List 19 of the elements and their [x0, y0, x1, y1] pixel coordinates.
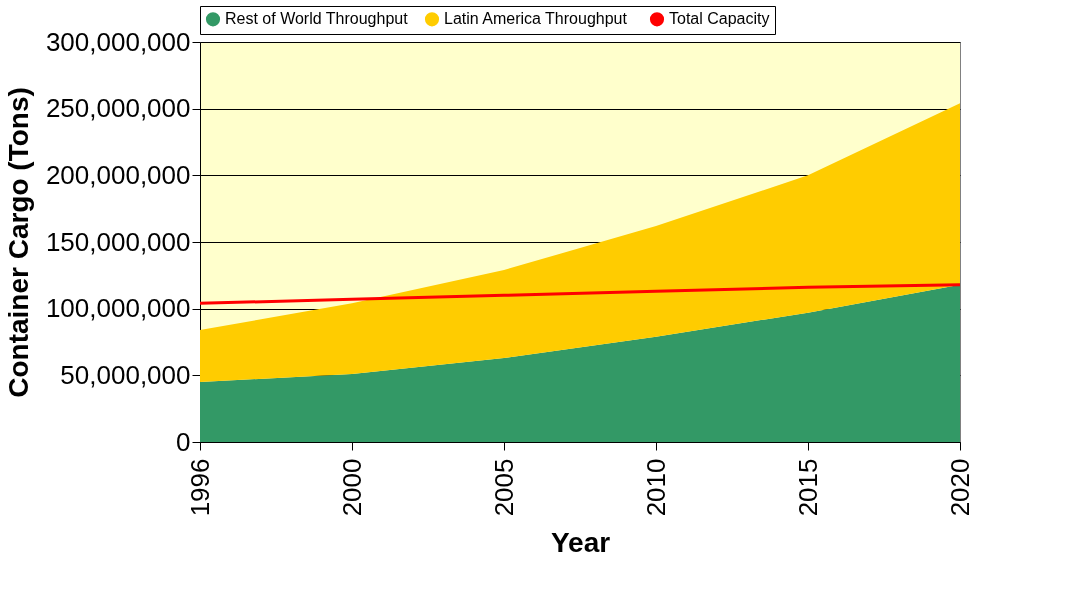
y-axis-title: Container Cargo (Tons) [2, 87, 34, 398]
y-tick-label: 200,000,000 [45, 159, 191, 190]
y-tick-label: 50,000,000 [60, 359, 191, 390]
x-axis-title: Year [550, 527, 611, 559]
legend-label: Total Capacity [669, 10, 770, 28]
x-tick-label: 2020 [944, 458, 975, 517]
x-tick-label: 1996 [184, 458, 215, 517]
legend-label: Rest of World Throughput [225, 10, 409, 28]
y-tick-label: 250,000,000 [45, 93, 191, 124]
x-tick-label: 2000 [336, 458, 367, 517]
y-tick-label: 300,000,000 [45, 26, 191, 57]
x-tick-label: 2005 [488, 458, 519, 517]
y-tick-label: 100,000,000 [45, 293, 191, 324]
y-tick-label: 150,000,000 [45, 226, 191, 257]
x-tick-label: 2010 [640, 458, 671, 517]
y-tick-label: 0 [176, 426, 191, 457]
line-series [198, 283, 962, 305]
x-tick-label: 2015 [792, 458, 823, 517]
legend-label: Latin America Throughput [444, 10, 628, 28]
